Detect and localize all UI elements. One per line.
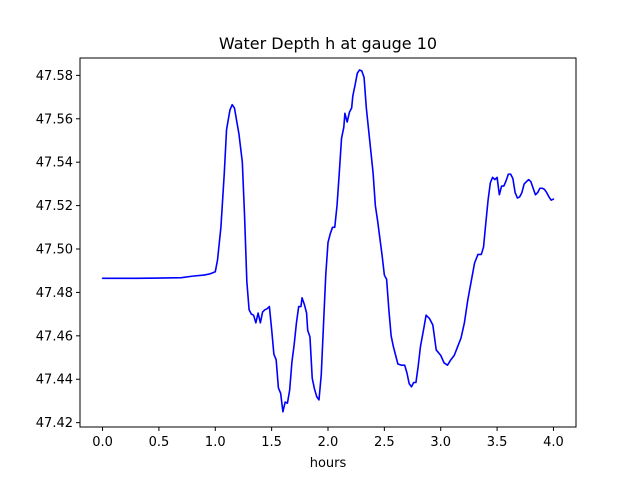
ticks-layer: 0.0 0.5 1.0 1.5 2.0 2.5 3.0 3.5 4.0 47.42 47.44 47.… <box>36 69 564 450</box>
y-tick-label: 47.52 <box>36 199 73 214</box>
x-tick-label: 4.0 <box>543 435 564 450</box>
x-tick-label: 2.0 <box>318 435 339 450</box>
y-tick-label: 47.46 <box>36 329 73 344</box>
x-tick-label: 0.0 <box>92 435 113 450</box>
y-tick-label: 47.44 <box>36 373 73 388</box>
series-line-0 <box>101 69 555 413</box>
y-tick-label: 47.42 <box>36 416 73 431</box>
y-tick-label: 47.50 <box>36 243 73 258</box>
x-tick-label: 2.5 <box>374 435 395 450</box>
y-tick-label: 47.48 <box>36 286 73 301</box>
x-tick-label: 1.5 <box>261 435 282 450</box>
x-axis-label: hours <box>310 456 347 471</box>
y-tick-label: 47.58 <box>36 69 73 84</box>
series-layer <box>101 69 555 413</box>
x-tick-label: 3.0 <box>430 435 451 450</box>
y-tick-label: 47.54 <box>36 156 73 171</box>
chart-title: Water Depth h at gauge 10 <box>219 34 437 53</box>
y-tick-label: 47.56 <box>36 112 73 127</box>
plot-area: 0.0 0.5 1.0 1.5 2.0 2.5 3.0 3.5 4.0 47.42 47.44 47.… <box>36 57 577 450</box>
x-tick-label: 3.5 <box>487 435 508 450</box>
x-tick-label: 1.0 <box>205 435 226 450</box>
x-tick-label: 0.5 <box>149 435 170 450</box>
